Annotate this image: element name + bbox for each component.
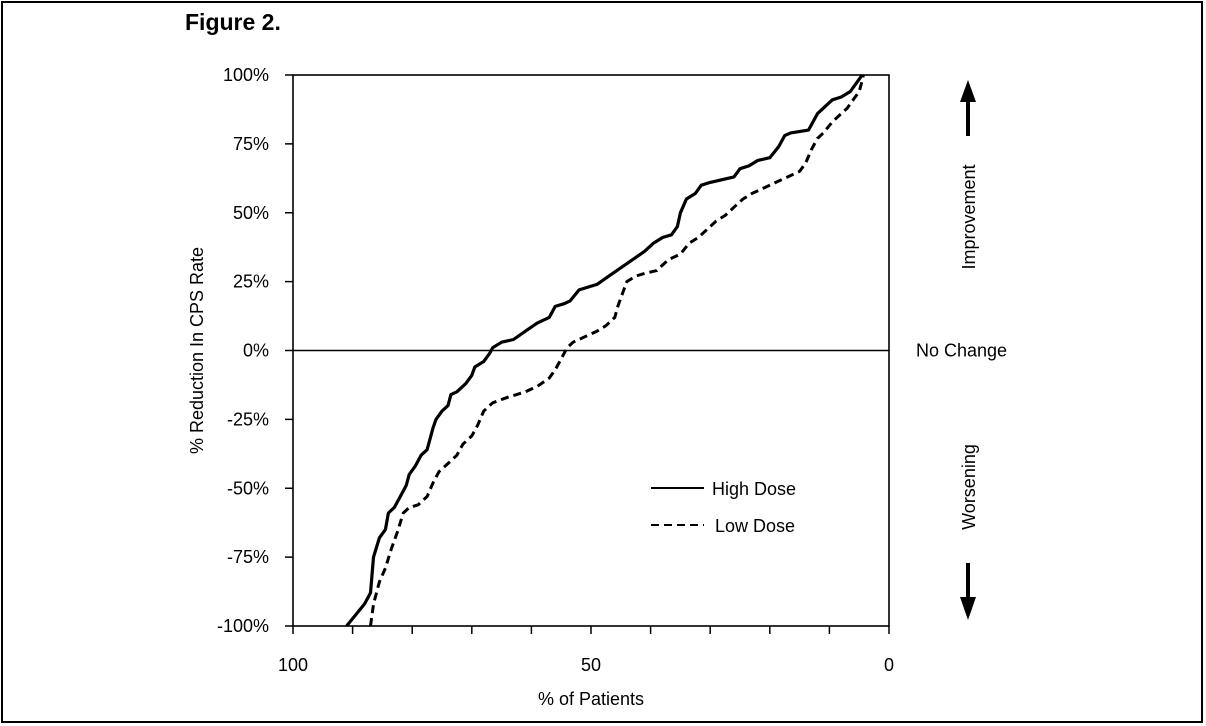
y-tick-label: -75%	[227, 547, 269, 567]
y-tick-label: 100%	[223, 65, 269, 85]
y-tick-label: 50%	[233, 203, 269, 223]
chart-axes: 100% 75% 50% 25% 0% -25% -50% -75% -100% 100 50 0	[217, 65, 894, 675]
x-tick-label: 50	[581, 655, 601, 675]
y-axis-title: % Reduction In CPS Rate	[187, 247, 207, 454]
x-axis-title: % of Patients	[538, 689, 644, 709]
legend-label: High Dose	[712, 479, 796, 499]
down-arrow-icon	[960, 597, 976, 620]
x-tick-label: 0	[884, 655, 894, 675]
series-layer	[345, 74, 865, 628]
x-tick-label: 100	[278, 655, 308, 675]
worsening-label: Worsening	[959, 444, 979, 530]
y-tick-label: 0%	[243, 341, 269, 361]
y-tick-label: -100%	[217, 616, 269, 636]
y-tick-label: 25%	[233, 272, 269, 292]
series-line-high-dose	[345, 74, 864, 628]
up-arrow-icon	[960, 80, 976, 102]
figure-label: Figure 2.	[185, 9, 281, 35]
y-tick-label: -25%	[227, 409, 269, 429]
legend-label: Low Dose	[715, 516, 795, 536]
y-tick-label: 75%	[233, 134, 269, 154]
no-change-label: No Change	[916, 341, 1007, 361]
improvement-label: Improvement	[959, 164, 979, 269]
y-tick-label: -50%	[227, 478, 269, 498]
labels-layer: No Change % of Patients % Reduction In CPS…	[187, 80, 1007, 709]
